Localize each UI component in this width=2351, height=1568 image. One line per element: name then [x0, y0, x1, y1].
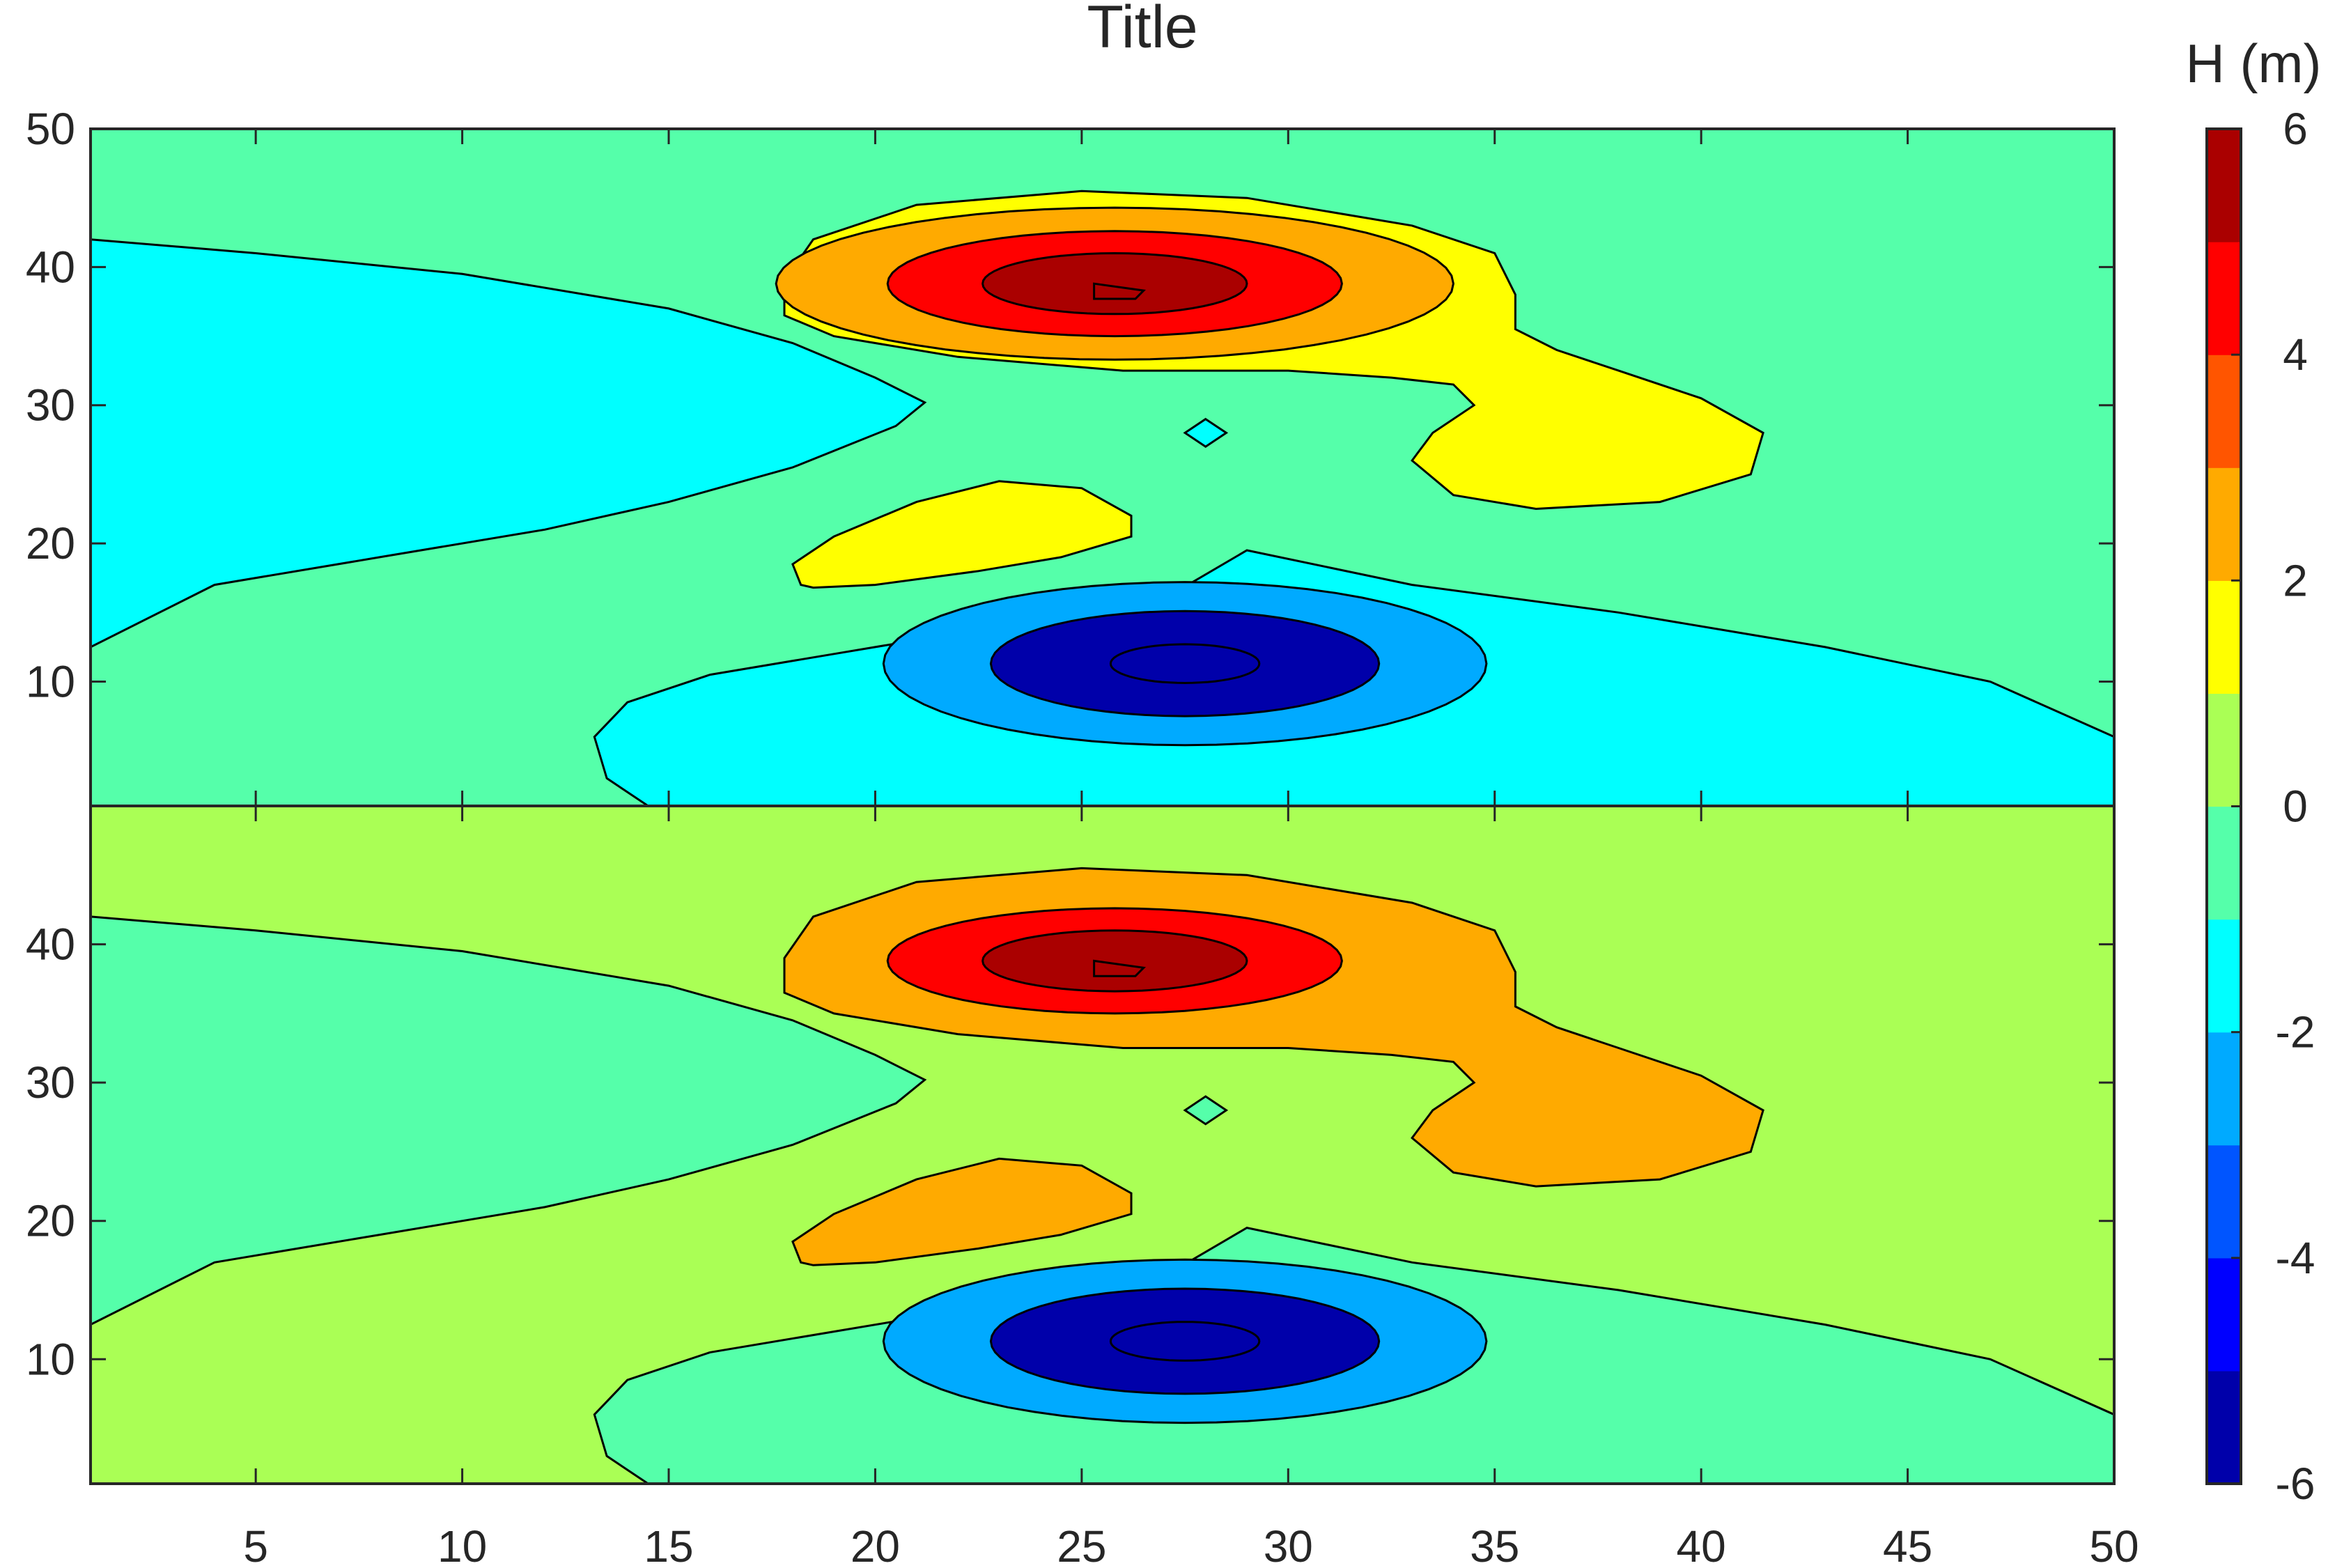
- colorbar-segment: [2207, 1144, 2241, 1259]
- panel-frame: [89, 805, 2116, 1485]
- y-tick-label: 40: [26, 242, 75, 292]
- y-tick-label: 30: [26, 380, 75, 430]
- contour-fills: [91, 129, 2114, 806]
- contour-north-high-ring: [981, 251, 1248, 316]
- colorbar-segment: [2207, 919, 2241, 1033]
- colorbar-segment: [2207, 1370, 2241, 1484]
- y-tick-label: 10: [26, 1334, 75, 1384]
- colorbar-segment: [2207, 355, 2241, 468]
- colorbar-title: H (m): [2186, 33, 2322, 94]
- colorbar-tick-label: 0: [2283, 782, 2308, 832]
- x-tick-label: 50: [2089, 1521, 2139, 1568]
- panel-bottom: 10 20 30 40: [26, 805, 2116, 1485]
- colorbar-segment: [2207, 580, 2241, 694]
- colorbar-segment: [2207, 693, 2241, 807]
- colorbar-tick-label: 6: [2283, 104, 2308, 154]
- x-tick-label: 5: [243, 1521, 268, 1568]
- colorbar-tick-label: -4: [2276, 1233, 2315, 1283]
- contour-fills: [91, 806, 2114, 1484]
- contour-central-high: [791, 1157, 1133, 1266]
- y-tick-label: 30: [26, 1057, 75, 1108]
- contour-west-trough: [91, 915, 927, 1326]
- colorbar: -6 -4 -2 0 2 4 6: [2205, 104, 2315, 1509]
- contour-north-peak: [1093, 959, 1146, 977]
- chart-title: Title: [1087, 0, 1197, 61]
- x-tick-label: 25: [1057, 1521, 1106, 1568]
- x-tick-label: 15: [644, 1521, 693, 1568]
- x-tick-label: 10: [437, 1521, 487, 1568]
- contour-central-high: [791, 480, 1133, 589]
- colorbar-segment: [2207, 806, 2241, 920]
- colorbar-segment: [2207, 242, 2241, 355]
- contour-small-low: [1183, 1095, 1229, 1126]
- x-tick-label: 20: [851, 1521, 900, 1568]
- plot-area: 10 20 30 40 50 10 20 30 40 5 10 15 20 25 30 35 40 45 50: [26, 104, 2139, 1568]
- colorbar-tick-label: 2: [2283, 555, 2308, 605]
- panel-top: 10 20 30 40 50: [26, 104, 2116, 807]
- y-tick-label: 20: [26, 1196, 75, 1246]
- y-tick-label: 40: [26, 919, 75, 970]
- contour-north-high-ring: [981, 929, 1248, 993]
- x-tick-label: 30: [1264, 1521, 1313, 1568]
- x-tick-label: 35: [1470, 1521, 1519, 1568]
- colorbar-tick-label: -6: [2276, 1459, 2315, 1509]
- contour-small-low: [1183, 417, 1229, 449]
- y-tick-label: 50: [26, 104, 75, 154]
- y-tick-label: 10: [26, 656, 75, 706]
- colorbar-tick-label: 4: [2283, 329, 2308, 380]
- contour-north-peak: [1093, 282, 1146, 300]
- colorbar-segment: [2207, 1257, 2241, 1372]
- x-tick-label: 45: [1883, 1521, 1932, 1568]
- colorbar-segment: [2207, 1032, 2241, 1146]
- colorbar-segment: [2207, 129, 2241, 242]
- contour-south-low-ring: [1109, 643, 1261, 685]
- y-tick-label: 20: [26, 518, 75, 568]
- x-tick-label: 40: [1677, 1521, 1726, 1568]
- contour-west-trough: [91, 238, 927, 649]
- colorbar-segment: [2207, 467, 2241, 581]
- contour-south-low-ring: [1109, 1321, 1261, 1362]
- colorbar-tick-label: -2: [2276, 1007, 2315, 1057]
